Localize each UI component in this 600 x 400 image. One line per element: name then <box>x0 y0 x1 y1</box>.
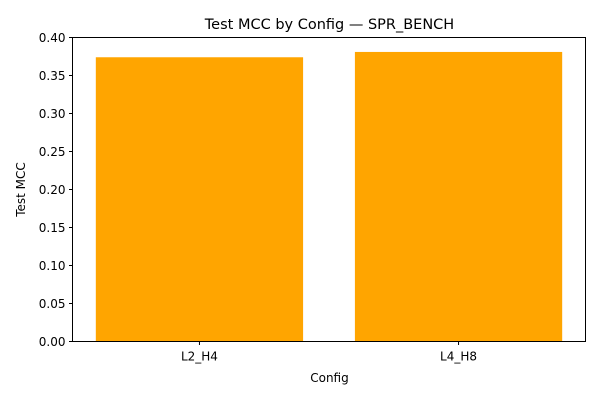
bar-l4-h8 <box>354 51 563 342</box>
y-axis-title: Test MCC <box>14 162 28 218</box>
x-tick-label: L2_H4 <box>181 350 218 364</box>
y-tick-label: 0.05 <box>39 297 66 311</box>
y-tick-label: 0.40 <box>39 31 66 45</box>
bars-group <box>95 51 563 342</box>
bar-l2-h4 <box>95 57 304 342</box>
y-tick-label: 0.35 <box>39 69 66 83</box>
x-tick-label: L4_H8 <box>440 350 477 364</box>
x-axis: L2_H4 L4_H8 <box>181 341 477 364</box>
y-tick-label: 0.10 <box>39 259 66 273</box>
y-tick-label: 0.00 <box>39 335 66 349</box>
y-tick-label: 0.25 <box>39 145 66 159</box>
chart-title: Test MCC by Config — SPR_BENCH <box>204 17 454 33</box>
y-tick-label: 0.20 <box>39 183 66 197</box>
x-axis-title: Config <box>310 371 349 385</box>
y-tick-label: 0.30 <box>39 107 66 121</box>
plot-frame <box>72 37 586 342</box>
y-tick-label: 0.15 <box>39 221 66 235</box>
y-axis: 0.00 0.05 0.10 0.15 0.20 0.25 0.30 0.35 0.40 <box>39 31 73 349</box>
